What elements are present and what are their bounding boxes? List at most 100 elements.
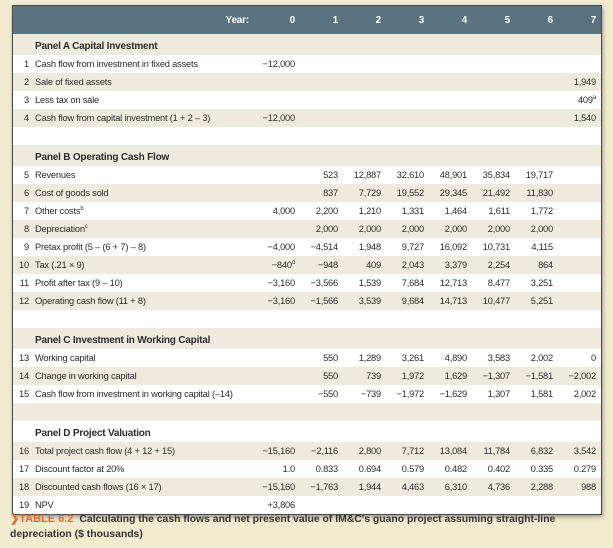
value-cell: 4,463 — [401, 482, 424, 492]
row-label: Operating cash flow (11 + 8) — [35, 296, 146, 306]
value-cell: 32,610 — [396, 170, 424, 180]
value-cell: 19,552 — [396, 188, 424, 198]
value-cell — [257, 184, 300, 202]
footnote-marker: d — [291, 260, 295, 266]
value-cell: −739 — [360, 389, 381, 399]
value-cell: 14,713 — [439, 296, 467, 306]
value-cell: 1,972 — [401, 371, 424, 381]
value-cell: −4,000 — [267, 242, 296, 252]
value-cell: −1,629 — [439, 389, 468, 399]
value-cell: 16,092 — [439, 242, 467, 252]
value-cell: 0.579 — [401, 464, 424, 474]
value-cell — [515, 55, 558, 73]
row-label: Working capital — [35, 353, 96, 363]
value-cell: 6,310 — [444, 482, 467, 492]
value-cell — [472, 73, 515, 91]
value-cell: 2,288 — [530, 482, 553, 492]
row-number: 19 — [19, 500, 29, 510]
row-number: 3 — [24, 95, 29, 105]
row-label-cell: Cost of goods sold — [35, 184, 257, 202]
value-cell: 6,832 — [530, 446, 553, 456]
value-cell: 1,629 — [444, 371, 467, 381]
row-label: Sale of fixed assets — [35, 77, 112, 87]
year-column-header: 7 — [558, 6, 601, 34]
value-cell — [558, 55, 601, 73]
panel-heading-row: Panel C Investment in Working Capital — [13, 328, 601, 349]
row-label: Discounted cash flows (16 × 17) — [35, 482, 162, 492]
value-cell — [257, 91, 300, 109]
value-cell: 21,492 — [482, 188, 510, 198]
value-cell — [257, 73, 300, 91]
table-row: 9 Pretax profit (5 – (6 + 7) – 8) −4,000 −4… — [13, 238, 601, 256]
value-cell: 2,000 — [401, 224, 424, 234]
row-label-cell: Other costsb — [35, 202, 257, 220]
value-cell: 0.279 — [573, 464, 596, 474]
spacer — [13, 310, 601, 328]
panel-title: Panel D Project Valuation — [35, 427, 151, 439]
row-label-cell: Depreciationc — [35, 220, 257, 238]
year-column-header: 4 — [429, 6, 472, 34]
caption-text: Calculating the cash flows and net prese… — [10, 514, 556, 540]
value-cell: 1,307 — [487, 389, 510, 399]
value-cell: 7,712 — [401, 446, 424, 456]
value-cell — [558, 220, 601, 238]
row-number: 12 — [19, 296, 29, 306]
value-cell: 2,043 — [401, 260, 424, 270]
year-label: Year: — [35, 6, 257, 34]
value-cell: −2,002 — [568, 371, 597, 381]
value-cell: 48,901 — [439, 170, 467, 180]
value-cell: 4,000 — [272, 206, 295, 216]
value-cell — [386, 109, 429, 127]
value-cell: −4,514 — [310, 242, 339, 252]
row-number: 4 — [24, 113, 29, 123]
value-cell — [300, 109, 343, 127]
row-number: 1 — [24, 59, 29, 69]
value-cell — [558, 256, 601, 274]
value-cell: 11,784 — [483, 446, 510, 456]
value-cell — [558, 274, 601, 292]
row-number: 11 — [19, 278, 29, 288]
value-cell: 11,830 — [526, 188, 553, 198]
value-cell: 1,949 — [573, 77, 596, 87]
cell-value: 409 — [577, 95, 593, 105]
value-cell: 2,254 — [487, 260, 510, 270]
value-cell: −1,763 — [310, 482, 339, 492]
row-label-cell: Cash flow from capital investment (1 + 2… — [35, 109, 257, 127]
row-label-cell: Sale of fixed assets — [35, 73, 257, 91]
row-number: 2 — [24, 77, 29, 87]
value-cell: 3,542 — [573, 446, 596, 456]
table-row: 1 Cash flow from investment in fixed asse… — [13, 55, 601, 73]
table-caption: ❯TABLE 6.2 Calculating the cash flows and… — [10, 512, 600, 542]
row-number: 17 — [19, 464, 29, 474]
value-cell: +3,806 — [267, 500, 296, 510]
table-row: 2 Sale of fixed assets 1,949 — [13, 73, 601, 91]
value-cell: 2,002 — [530, 353, 553, 363]
value-cell: −550 — [317, 389, 338, 399]
value-cell: −1,972 — [396, 389, 425, 399]
panel-title: Panel B Operating Cash Flow — [35, 151, 170, 163]
row-label-cell: Profit after tax (9 – 10) — [35, 274, 257, 292]
row-number: 18 — [19, 482, 29, 492]
row-label: Revenues — [35, 170, 76, 180]
value-cell — [558, 202, 601, 220]
row-label: Cash flow from investment in fixed asset… — [35, 59, 198, 69]
row-number: 14 — [19, 371, 29, 381]
value-cell — [257, 166, 300, 184]
table-row: 19 NPV +3,806 — [13, 496, 601, 514]
value-cell: 3,261 — [401, 353, 424, 363]
value-cell: 1,581 — [530, 389, 553, 399]
value-cell — [515, 91, 558, 109]
table-row: 11 Profit after tax (9 – 10) −3,160 −3,566 1… — [13, 274, 601, 292]
row-label: Other costs — [35, 206, 81, 216]
value-cell — [343, 55, 386, 73]
value-cell: 10,731 — [482, 242, 510, 252]
value-cell — [429, 73, 472, 91]
footnote-marker: b — [80, 206, 84, 212]
spacer-row — [13, 127, 601, 145]
value-cell: 2,000 — [487, 224, 510, 234]
value-cell: 2,000 — [315, 224, 338, 234]
value-cell: −2,116 — [311, 446, 338, 456]
value-cell: 1,210 — [358, 206, 381, 216]
row-number: 5 — [24, 170, 29, 180]
value-cell — [386, 91, 429, 109]
